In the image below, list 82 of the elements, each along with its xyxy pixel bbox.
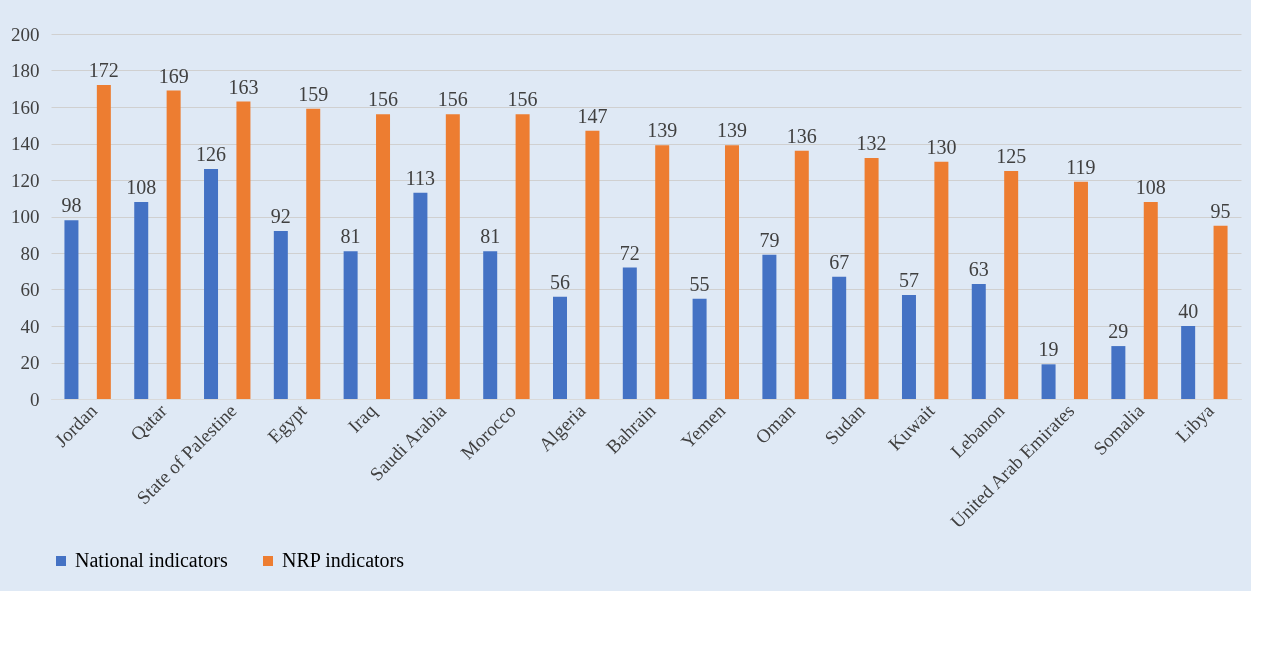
data-label: 113: [405, 166, 436, 189]
data-label: 72: [619, 241, 640, 264]
bar: [585, 130, 600, 399]
y-tick-label: 100: [11, 206, 40, 227]
data-label: 57: [898, 268, 919, 291]
bar: [1073, 181, 1088, 399]
bar: [762, 254, 777, 399]
y-tick-label: 0: [30, 388, 40, 410]
bar: [901, 294, 916, 399]
bar: [864, 158, 879, 399]
data-label: 136: [786, 124, 817, 147]
data-label: 172: [88, 59, 119, 82]
data-label: 156: [368, 88, 399, 111]
data-label: 81: [480, 225, 501, 248]
data-label: 125: [996, 144, 1027, 167]
bar: [553, 296, 567, 399]
data-label: 67: [829, 250, 850, 273]
bar: [1143, 201, 1158, 399]
y-tick-label: 200: [11, 23, 40, 45]
y-tick-label: 40: [20, 315, 40, 337]
data-label: 126: [196, 143, 227, 166]
data-label: 139: [647, 119, 678, 142]
y-tick-label: 160: [11, 96, 40, 118]
data-label: 169: [158, 64, 189, 87]
bar: [692, 298, 707, 399]
data-label: 139: [717, 119, 747, 142]
data-label: 159: [298, 82, 329, 105]
bar: [64, 220, 79, 399]
data-label: 156: [437, 88, 468, 111]
bar: [622, 267, 637, 399]
data-label: 132: [856, 132, 887, 155]
bar: [1041, 364, 1056, 399]
data-label: 147: [577, 104, 608, 127]
data-label: 40: [1178, 300, 1199, 322]
bar: [655, 145, 670, 399]
data-label: 29: [1108, 320, 1129, 343]
bar: [1213, 225, 1228, 399]
bar: [306, 108, 321, 399]
data-label: 119: [1066, 155, 1096, 178]
bar: [934, 161, 949, 399]
bar: [134, 201, 149, 399]
bar: [725, 145, 739, 399]
bar: [1181, 326, 1196, 399]
bar: [971, 284, 986, 399]
y-tick-label: 60: [20, 279, 40, 300]
data-label: 63: [968, 258, 989, 281]
bar: [343, 251, 358, 399]
bar: [483, 251, 498, 399]
y-tick-label: 20: [20, 352, 40, 373]
y-tick-label: 180: [11, 60, 40, 81]
bar: [515, 114, 530, 399]
legend-label: National indicators: [75, 549, 228, 571]
bar: [832, 276, 847, 399]
bar: [413, 192, 428, 399]
data-label: 95: [1210, 199, 1231, 222]
bar: [794, 150, 809, 399]
bar: [273, 231, 288, 399]
data-label: 108: [1135, 175, 1166, 198]
data-label: 163: [228, 75, 259, 98]
legend-label: NRP indicators: [282, 549, 405, 571]
bar: [236, 101, 251, 399]
data-label: 81: [340, 225, 361, 248]
data-label: 92: [270, 205, 291, 228]
y-tick-label: 120: [11, 169, 40, 191]
y-tick-label: 140: [11, 133, 40, 154]
bar: [376, 114, 391, 399]
data-label: 55: [689, 272, 710, 295]
bar: [1004, 170, 1019, 399]
bar: [166, 90, 181, 399]
bar: [96, 85, 111, 399]
data-label: 79: [759, 228, 780, 251]
bar: [204, 169, 219, 399]
data-label: 98: [61, 194, 82, 217]
data-label: 108: [126, 175, 157, 198]
data-label: 56: [550, 270, 570, 293]
bar: [445, 114, 460, 399]
x-tick-label: Iraq: [343, 399, 381, 437]
data-label: 130: [926, 135, 957, 158]
bar: [1111, 346, 1126, 399]
y-tick-label: 80: [20, 242, 40, 264]
data-label: 19: [1038, 338, 1059, 361]
data-label: 156: [507, 88, 538, 111]
